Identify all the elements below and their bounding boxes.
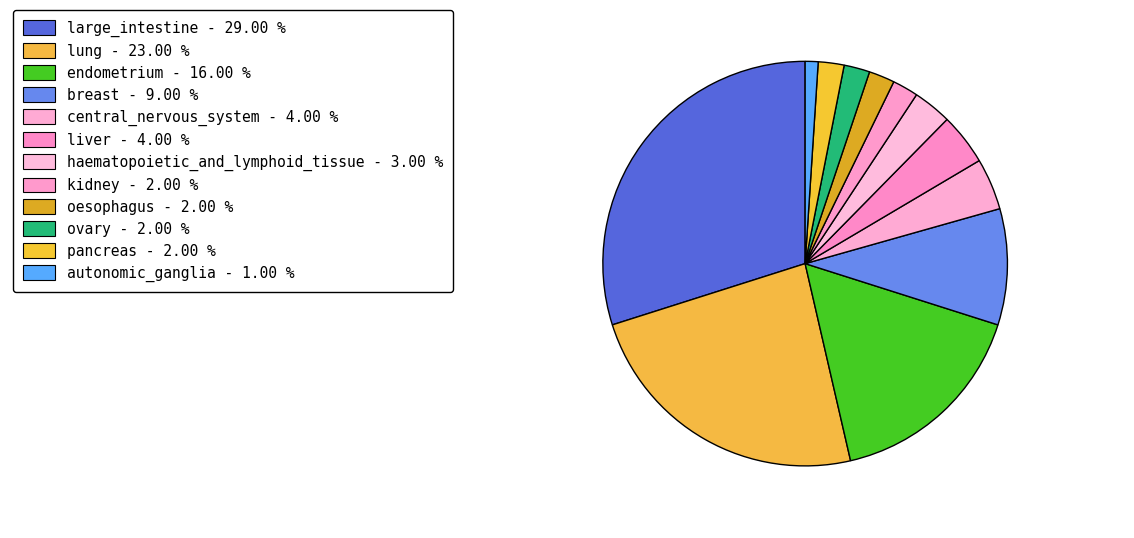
Wedge shape <box>612 264 850 466</box>
Wedge shape <box>805 264 998 461</box>
Wedge shape <box>805 62 844 264</box>
Wedge shape <box>805 119 980 264</box>
Wedge shape <box>805 61 819 264</box>
Wedge shape <box>805 82 916 264</box>
Wedge shape <box>805 160 1000 264</box>
Wedge shape <box>805 72 894 264</box>
Legend: large_intestine - 29.00 %, lung - 23.00 %, endometrium - 16.00 %, breast - 9.00 : large_intestine - 29.00 %, lung - 23.00 … <box>12 10 454 292</box>
Wedge shape <box>805 95 947 264</box>
Wedge shape <box>603 61 805 325</box>
Wedge shape <box>805 209 1007 325</box>
Wedge shape <box>805 65 870 264</box>
